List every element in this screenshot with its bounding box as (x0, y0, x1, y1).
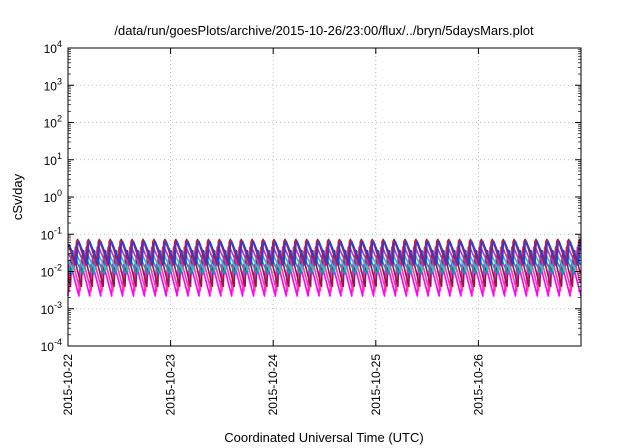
x-tick-label: 2015-10-23 (164, 354, 178, 416)
x-tick-label: 2015-10-26 (471, 354, 485, 416)
y-tick-label: 10-1 (41, 225, 62, 242)
y-tick-label: 10-3 (41, 300, 62, 317)
y-tick-label: 102 (44, 114, 62, 131)
y-tick-label: 100 (44, 188, 62, 205)
series-line (68, 240, 582, 265)
x-tick-label: 2015-10-22 (61, 354, 75, 416)
y-tick-label: 101 (44, 151, 62, 168)
y-axis: 10-4 10-3 10-2 10-1 100 101 102 103 104 (41, 39, 581, 354)
chart-title: /data/run/goesPlots/archive/2015-10-26/2… (114, 23, 534, 38)
series-line (68, 238, 582, 266)
x-tick-label: 2015-10-25 (369, 354, 383, 416)
x-tick-label: 2015-10-24 (266, 354, 280, 416)
y-tick-label: 104 (44, 39, 62, 56)
y-tick-label: 10-4 (41, 337, 62, 354)
y-axis-label: cSv/day (10, 173, 25, 220)
x-axis-label: Coordinated Universal Time (UTC) (224, 430, 423, 445)
y-tick-label: 10-2 (41, 263, 62, 280)
x-axis: 2015-10-22 2015-10-23 2015-10-24 2015-10-25… (61, 48, 485, 415)
series-layer (67, 238, 582, 297)
y-tick-label: 103 (44, 76, 62, 93)
grid (68, 48, 581, 346)
